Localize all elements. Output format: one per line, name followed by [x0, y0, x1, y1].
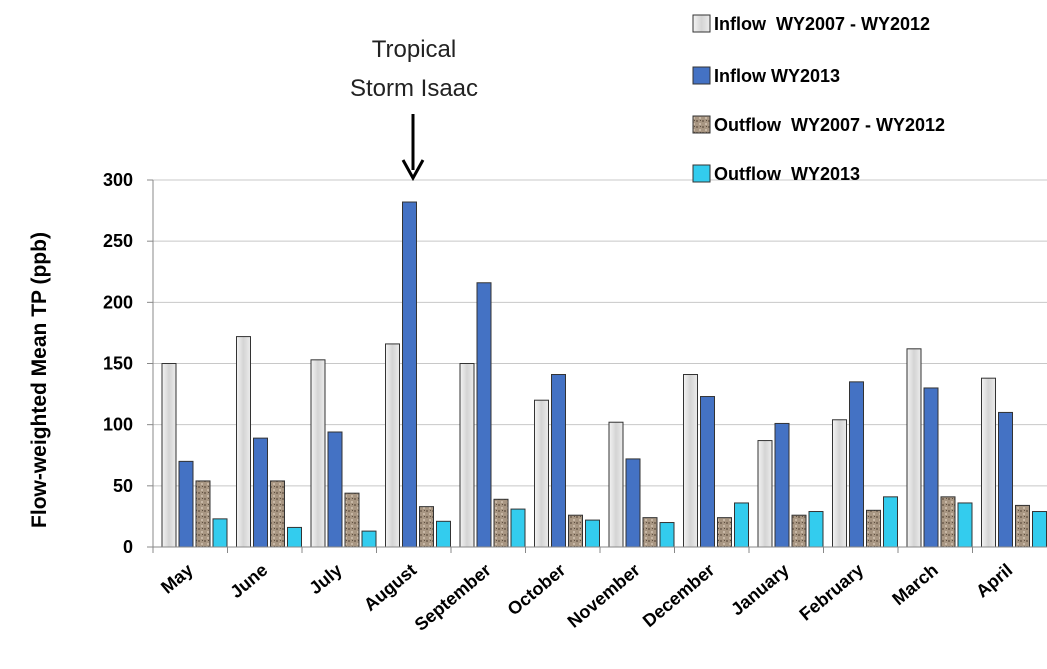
axes: [152, 180, 1047, 553]
bar: [923, 387, 939, 548]
legend-label: Outflow WY2007 - WY2012: [714, 115, 945, 135]
bar: [510, 508, 526, 548]
x-tick-label: October: [504, 560, 570, 620]
annotation-line-1: Tropical: [372, 36, 456, 63]
bar: [757, 440, 773, 548]
bar: [717, 517, 732, 548]
bar: [642, 517, 658, 548]
bar: [832, 419, 847, 548]
bar: [625, 458, 641, 548]
x-tick-label: September: [411, 560, 495, 635]
legend-swatch: [692, 164, 711, 183]
legend-swatch: [692, 66, 711, 85]
bars: [161, 201, 1047, 548]
bar: [659, 522, 675, 548]
bar: [683, 374, 698, 548]
bar: [906, 348, 922, 548]
x-tick-label: November: [564, 560, 644, 632]
bar: [310, 359, 326, 548]
bar: [327, 431, 343, 548]
legend-label: Inflow WY2007 - WY2012: [714, 14, 930, 34]
bar: [700, 396, 715, 548]
legend: Inflow WY2007 - WY2012 Inflow WY2013 Outfl…: [692, 14, 945, 184]
x-tick-label: June: [226, 560, 271, 602]
y-axis-label: Flow-weighted Mean TP (ppb): [28, 232, 51, 528]
bar: [419, 506, 434, 548]
bar: [270, 480, 285, 548]
bar: [436, 520, 451, 548]
x-tick-label: January: [727, 560, 793, 620]
bar: [734, 502, 749, 548]
bar: [1015, 504, 1030, 548]
x-tick-label: July: [305, 560, 345, 598]
bar: [402, 201, 417, 548]
legend-label: Outflow WY2013: [714, 164, 860, 184]
bar: [981, 377, 996, 548]
bar: [385, 343, 400, 548]
bar: [236, 336, 251, 548]
bar: [849, 381, 864, 548]
y-tick-label: 150: [103, 354, 133, 374]
storm-annotation: Tropical Storm Isaac: [350, 36, 478, 182]
bar: [253, 437, 268, 548]
bar: [883, 496, 898, 548]
bar: [551, 374, 566, 548]
bar: [459, 363, 475, 548]
annotation-line-2: Storm Isaac: [350, 75, 478, 102]
legend-swatch: [692, 14, 711, 33]
bar: [344, 492, 360, 548]
bar: [866, 509, 881, 548]
bar: [476, 282, 492, 548]
y-tick-label: 250: [103, 231, 133, 251]
plot-area: 0 50 100 150 200 250 300 May June July AugustSept…: [103, 170, 1047, 635]
bar: [493, 498, 509, 548]
bar: [195, 480, 211, 548]
legend-label: Inflow WY2013: [714, 66, 840, 86]
bar: [178, 460, 194, 548]
x-tick-label: May: [157, 560, 197, 598]
bar: [287, 526, 302, 548]
bar: [585, 519, 600, 548]
bar: [957, 502, 973, 548]
gridlines: [147, 179, 1047, 548]
bar: [774, 422, 790, 548]
bar: [608, 421, 624, 548]
x-tick-label: April: [972, 560, 1016, 602]
bar: [940, 496, 956, 548]
y-tick-label: 0: [123, 537, 133, 557]
x-tick-label: March: [888, 560, 941, 609]
bar: [808, 511, 824, 548]
bar: [1032, 511, 1047, 548]
y-tick-label: 300: [103, 170, 133, 190]
y-tick-label: 200: [103, 292, 133, 312]
bar: [534, 399, 549, 548]
x-tick-label: August: [360, 560, 420, 615]
bar: [161, 363, 177, 548]
bar: [212, 518, 228, 548]
x-tick-label: December: [639, 560, 719, 631]
y-tick-label: 100: [103, 415, 133, 435]
y-tick-labels: 0 50 100 150 200 250 300: [103, 170, 133, 557]
bar: [568, 514, 583, 548]
legend-swatch: [692, 115, 711, 134]
bar: [361, 530, 377, 548]
annotation-arrow-head: [401, 159, 425, 182]
bar: [791, 514, 807, 548]
y-tick-label: 50: [113, 476, 133, 496]
bar: [998, 411, 1013, 548]
x-tick-label: February: [795, 560, 867, 625]
